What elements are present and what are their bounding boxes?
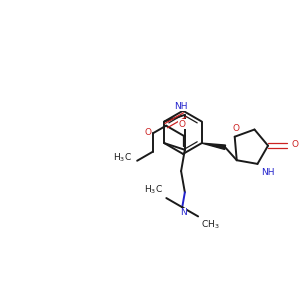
Text: H$_3$C: H$_3$C [113, 152, 132, 164]
Text: N: N [180, 208, 187, 217]
Polygon shape [202, 143, 226, 149]
Text: CH$_3$: CH$_3$ [201, 218, 220, 231]
Text: O: O [178, 120, 185, 129]
Text: NH: NH [261, 168, 275, 177]
Text: O: O [232, 124, 239, 133]
Text: H$_3$C: H$_3$C [145, 184, 164, 196]
Text: O: O [144, 128, 151, 137]
Text: O: O [291, 140, 298, 149]
Text: NH: NH [174, 102, 188, 111]
